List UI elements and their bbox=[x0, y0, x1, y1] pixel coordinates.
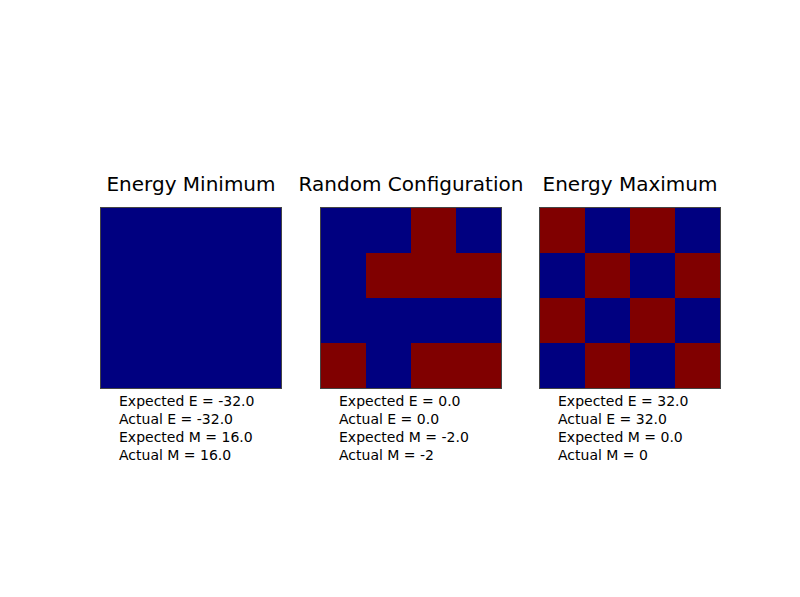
spin-cell-blue bbox=[236, 253, 281, 298]
spin-cell-blue bbox=[146, 343, 191, 388]
spin-cell-blue bbox=[236, 208, 281, 253]
spin-cell-blue bbox=[101, 253, 146, 298]
spin-cell-blue bbox=[630, 253, 675, 298]
spin-cell-red bbox=[540, 298, 585, 343]
spin-cell-blue bbox=[191, 343, 236, 388]
spin-cell-blue bbox=[101, 208, 146, 253]
spin-cell-blue bbox=[146, 253, 191, 298]
stat-line-expected-m: Expected M = 16.0 bbox=[119, 428, 254, 446]
stats-energy-minimum: Expected E = -32.0 Actual E = -32.0 Expe… bbox=[119, 392, 254, 464]
spin-cell-blue bbox=[366, 208, 411, 253]
spin-cell-blue bbox=[456, 208, 501, 253]
stat-line-expected-m: Expected M = 0.0 bbox=[558, 428, 688, 446]
spin-cell-blue bbox=[191, 298, 236, 343]
spin-cell-blue bbox=[146, 208, 191, 253]
spin-cell-blue bbox=[540, 343, 585, 388]
spin-grid-random-configuration bbox=[320, 207, 502, 389]
stat-line-actual-e: Actual E = 0.0 bbox=[339, 410, 469, 428]
spin-cell-blue bbox=[101, 298, 146, 343]
spin-grid-energy-maximum bbox=[539, 207, 721, 389]
stat-line-expected-e: Expected E = 0.0 bbox=[339, 392, 469, 410]
spin-cell-blue bbox=[236, 298, 281, 343]
spin-cell-red bbox=[540, 208, 585, 253]
spin-cell-blue bbox=[540, 253, 585, 298]
spin-cell-blue bbox=[366, 343, 411, 388]
spin-grid-energy-minimum bbox=[100, 207, 282, 389]
spin-cell-red bbox=[456, 343, 501, 388]
stat-line-expected-e: Expected E = -32.0 bbox=[119, 392, 254, 410]
spin-cell-blue bbox=[191, 253, 236, 298]
spin-cell-blue bbox=[456, 298, 501, 343]
spin-cell-red bbox=[411, 208, 456, 253]
spin-cell-blue bbox=[236, 343, 281, 388]
stat-line-actual-m: Actual M = -2 bbox=[339, 446, 469, 464]
spin-cell-blue bbox=[411, 298, 456, 343]
stat-line-actual-m: Actual M = 16.0 bbox=[119, 446, 254, 464]
spin-cell-red bbox=[321, 343, 366, 388]
spin-cell-red bbox=[366, 253, 411, 298]
spin-cell-blue bbox=[321, 253, 366, 298]
spin-cell-red bbox=[411, 253, 456, 298]
stats-energy-maximum: Expected E = 32.0 Actual E = 32.0 Expect… bbox=[558, 392, 688, 464]
stat-line-actual-m: Actual M = 0 bbox=[558, 446, 688, 464]
spin-cell-red bbox=[675, 343, 720, 388]
stat-line-expected-e: Expected E = 32.0 bbox=[558, 392, 688, 410]
spin-cell-blue bbox=[191, 208, 236, 253]
spin-cell-red bbox=[411, 343, 456, 388]
spin-cell-red bbox=[456, 253, 501, 298]
spin-cell-blue bbox=[146, 298, 191, 343]
stats-random-configuration: Expected E = 0.0 Actual E = 0.0 Expected… bbox=[339, 392, 469, 464]
spin-cell-blue bbox=[585, 298, 630, 343]
spin-cell-blue bbox=[321, 208, 366, 253]
stat-line-actual-e: Actual E = -32.0 bbox=[119, 410, 254, 428]
stat-line-actual-e: Actual E = 32.0 bbox=[558, 410, 688, 428]
spin-cell-blue bbox=[630, 343, 675, 388]
spin-cell-red bbox=[630, 208, 675, 253]
spin-cell-blue bbox=[366, 298, 411, 343]
stat-line-expected-m: Expected M = -2.0 bbox=[339, 428, 469, 446]
spin-cell-blue bbox=[101, 343, 146, 388]
spin-cell-red bbox=[630, 298, 675, 343]
ising-figure: Energy Minimum Expected E = -32.0 Actual… bbox=[0, 0, 800, 597]
spin-cell-red bbox=[585, 343, 630, 388]
spin-cell-blue bbox=[585, 208, 630, 253]
spin-cell-red bbox=[585, 253, 630, 298]
spin-cell-red bbox=[675, 253, 720, 298]
spin-cell-blue bbox=[675, 298, 720, 343]
spin-cell-blue bbox=[675, 208, 720, 253]
spin-cell-blue bbox=[321, 298, 366, 343]
panel-title-energy-maximum: Energy Maximum bbox=[490, 171, 770, 197]
